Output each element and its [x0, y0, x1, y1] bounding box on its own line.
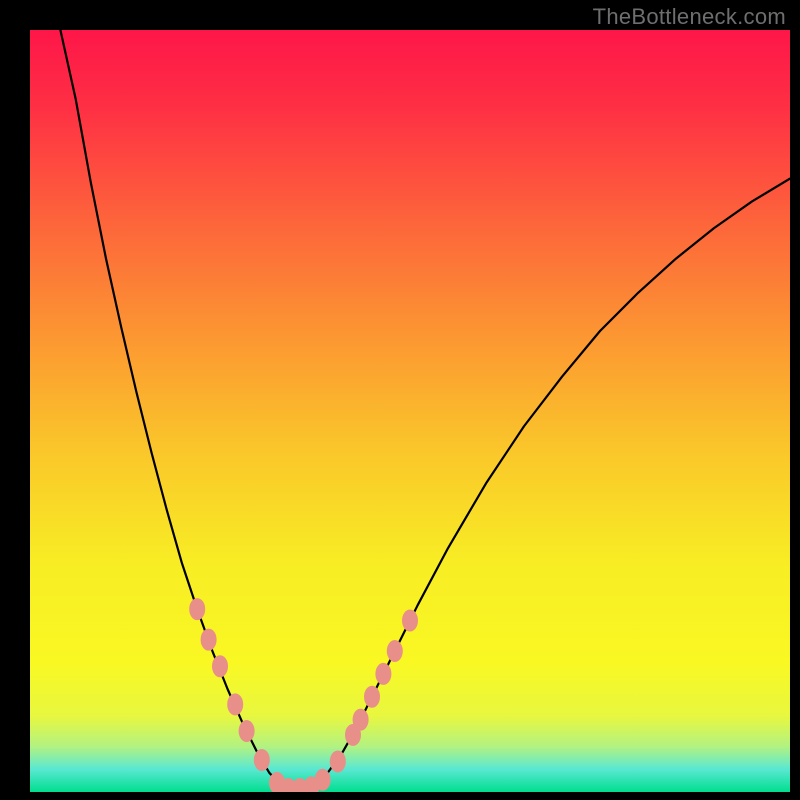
marker-dot [190, 599, 205, 620]
marker-dot [330, 751, 345, 772]
marker-dot [213, 656, 228, 677]
marker-dot [376, 663, 391, 684]
gradient-background [30, 30, 790, 792]
marker-dot [365, 686, 380, 707]
watermark-text: TheBottleneck.com [593, 4, 786, 30]
marker-dot [353, 709, 368, 730]
marker-dot [239, 721, 254, 742]
plot-area [30, 30, 790, 799]
marker-dot [228, 694, 243, 715]
chart-container: TheBottleneck.com [0, 0, 800, 800]
marker-dot [254, 750, 269, 771]
marker-dot [315, 769, 330, 790]
marker-dot [403, 610, 418, 631]
bottleneck-chart [0, 0, 800, 800]
marker-dot [201, 629, 216, 650]
marker-dot [387, 641, 402, 662]
